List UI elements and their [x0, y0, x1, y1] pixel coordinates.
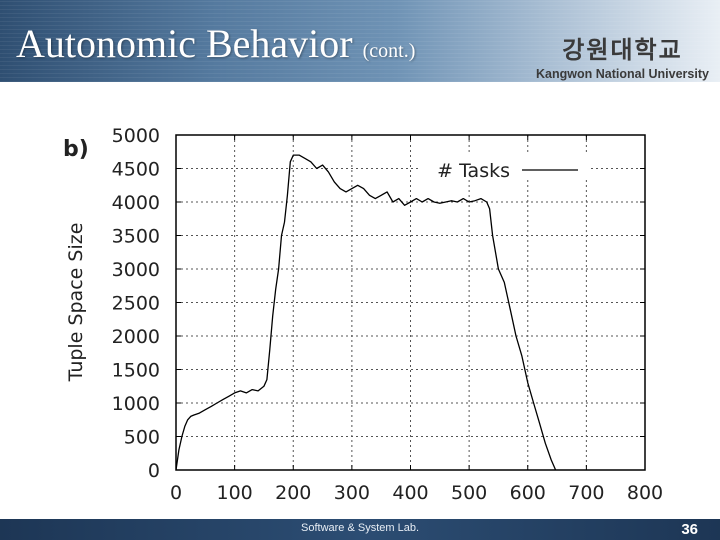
- x-tick-label: 0: [170, 482, 182, 504]
- x-tick-label: 300: [334, 482, 370, 504]
- logo-english-text: Kangwon National University: [536, 67, 709, 81]
- logo-korean-text: 강원대학교: [562, 37, 683, 64]
- x-tick-label: 500: [451, 482, 487, 504]
- y-tick-label: 5000: [112, 125, 160, 147]
- y-axis-label: Tuple Space Size: [65, 223, 87, 383]
- series-line-1: [176, 154, 557, 470]
- y-tick-label: 1500: [112, 360, 160, 382]
- slide-header: Autonomic Behavior (cont.) 강원대학교 Kangwon…: [0, 0, 720, 82]
- y-tick-label: 4500: [112, 159, 160, 181]
- slide-title-suffix: (cont.): [362, 40, 416, 62]
- y-tick-label: 2000: [112, 326, 160, 348]
- page-number: 36: [681, 521, 698, 538]
- slide-title-main: Autonomic Behavior: [16, 21, 353, 66]
- x-tick-label: 600: [510, 482, 546, 504]
- legend-label: # Tasks: [437, 160, 510, 182]
- x-tick-label: 100: [216, 482, 252, 504]
- x-tick-label: 700: [568, 482, 604, 504]
- y-tick-label: 2500: [112, 293, 160, 315]
- slide-title: Autonomic Behavior (cont.): [16, 20, 415, 67]
- slide-footer: Software & System Lab. 36: [0, 519, 720, 540]
- y-tick-label: 3500: [112, 226, 160, 248]
- y-tick-label: 4000: [112, 192, 160, 214]
- y-tick-label: 0: [148, 460, 160, 482]
- x-tick-label: 800: [627, 482, 663, 504]
- footer-label: Software & System Lab.: [301, 522, 419, 534]
- y-tick-label: 3000: [112, 259, 160, 281]
- x-tick-label: 200: [275, 482, 311, 504]
- y-tick-label: 1000: [112, 393, 160, 415]
- y-tick-label: 500: [124, 427, 160, 449]
- x-tick-label: 400: [392, 482, 428, 504]
- legend-background: [420, 153, 590, 179]
- university-logo: 강원대학교 Kangwon National University: [535, 30, 710, 81]
- panel-label: b): [63, 137, 89, 162]
